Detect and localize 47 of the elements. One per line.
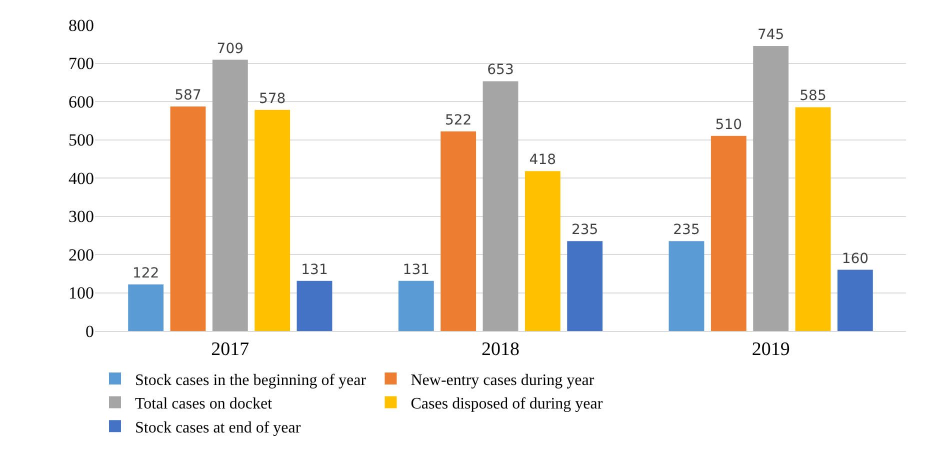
legend-label: Stock cases at end of year bbox=[135, 419, 302, 436]
data-label: 131 bbox=[402, 262, 430, 278]
data-label: 131 bbox=[301, 262, 328, 278]
bar bbox=[710, 136, 746, 331]
y-tick-label: 0 bbox=[86, 322, 94, 341]
y-tick-label: 800 bbox=[68, 16, 94, 35]
x-tick-label: 2018 bbox=[482, 338, 520, 360]
data-label: 522 bbox=[444, 112, 472, 128]
bar bbox=[482, 81, 518, 331]
bar bbox=[398, 280, 434, 331]
x-tick-label: 2017 bbox=[211, 338, 250, 360]
bar bbox=[524, 171, 560, 331]
bar bbox=[753, 46, 789, 331]
bar bbox=[254, 110, 290, 331]
y-tick-label: 500 bbox=[68, 130, 94, 150]
legend-label: Cases disposed of during year bbox=[410, 396, 604, 413]
data-label: 587 bbox=[174, 87, 202, 104]
y-tick-label: 100 bbox=[68, 284, 94, 303]
data-label: 653 bbox=[487, 62, 514, 78]
y-tick-label: 600 bbox=[68, 92, 94, 112]
y-tick-label: 200 bbox=[68, 245, 94, 264]
data-label: 585 bbox=[800, 88, 826, 104]
data-label: 418 bbox=[529, 152, 556, 168]
data-label: 160 bbox=[842, 250, 869, 267]
data-label: 235 bbox=[673, 222, 700, 238]
bar bbox=[795, 107, 831, 331]
bar bbox=[668, 241, 704, 331]
bar bbox=[170, 106, 206, 331]
data-label: 235 bbox=[571, 222, 598, 238]
y-tick-label: 700 bbox=[68, 54, 94, 74]
bar bbox=[837, 270, 873, 331]
bar bbox=[440, 131, 476, 331]
y-tick-label: 300 bbox=[68, 207, 94, 226]
data-label: 578 bbox=[258, 90, 286, 107]
legend-label: New-entry cases during year bbox=[410, 372, 595, 389]
bar bbox=[296, 280, 332, 331]
data-label: 122 bbox=[132, 265, 160, 282]
bar bbox=[212, 60, 248, 331]
data-label: 745 bbox=[757, 27, 784, 44]
bar bbox=[128, 284, 164, 331]
bar bbox=[567, 241, 603, 331]
data-label: 510 bbox=[715, 116, 742, 133]
x-tick-label: 2019 bbox=[752, 338, 790, 360]
data-label: 709 bbox=[216, 40, 244, 57]
legend-label: Stock cases in the beginning of year bbox=[135, 372, 367, 389]
y-tick-label: 400 bbox=[68, 168, 94, 188]
legend-label: Total cases on docket bbox=[135, 396, 273, 413]
